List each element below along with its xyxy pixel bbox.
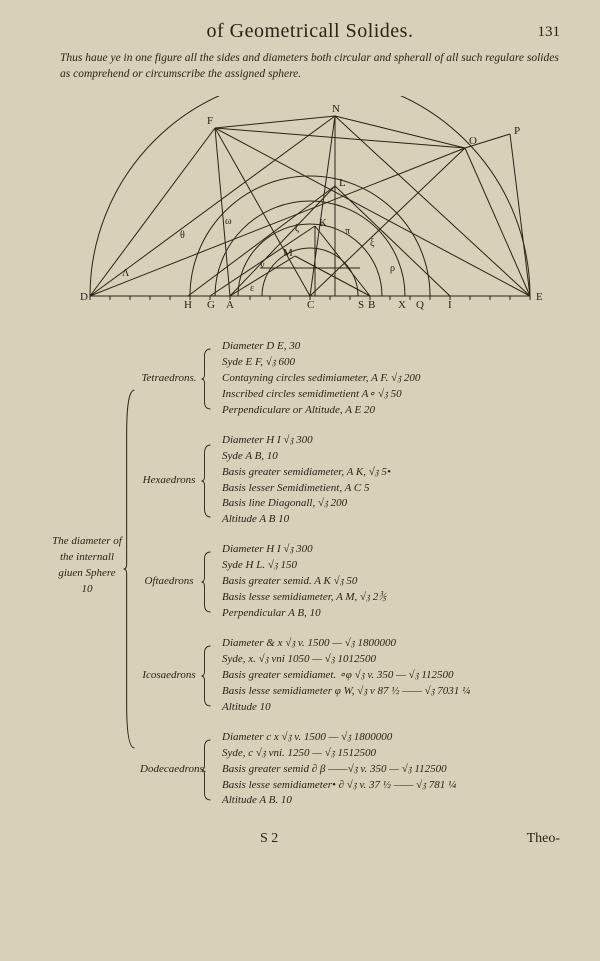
svg-text:ρ: ρ: [390, 263, 395, 274]
svg-text:L: L: [339, 177, 346, 189]
solid-property: Diameter H I √𝔷 300: [222, 433, 560, 449]
solid-group: Dodecaedrons.Diameter c x √𝔷 v. 1500 — √…: [150, 730, 560, 810]
solid-property: Diameter H I √𝔷 300: [222, 542, 560, 558]
svg-text:X: X: [398, 299, 406, 311]
solid-property: Perpendiculare or Altitude, A E 20: [222, 403, 560, 419]
svg-text:A: A: [226, 299, 234, 311]
solid-property: Basis greater semidiamet. ∘φ √𝔷 v. 350 —…: [222, 668, 560, 684]
solid-property: Altitude A B. 10: [222, 793, 560, 809]
solids-table: The diameter of the internall giuen Sphe…: [60, 339, 560, 809]
svg-text:E: E: [536, 291, 543, 303]
solid-group: OftaedronsDiameter H I √𝔷 300Syde H L. √…: [150, 542, 560, 622]
svg-text:K: K: [319, 217, 327, 229]
solid-name: Tetraedrons.: [140, 371, 198, 387]
solid-property: Basis line Diagonall, √𝔷 200: [222, 496, 560, 512]
root-brace-icon: [122, 339, 136, 799]
catchword: Theo-: [527, 831, 560, 847]
solid-property: Altitude A B 10: [222, 512, 560, 528]
brace-icon: [200, 730, 212, 810]
svg-text:ω: ω: [225, 216, 232, 227]
page-number: 131: [538, 24, 561, 41]
page-title: of Geometricall Solides.: [207, 20, 414, 43]
svg-text:H: H: [184, 299, 192, 311]
svg-text:ξ: ξ: [370, 238, 375, 249]
svg-text:F: F: [207, 115, 213, 127]
solid-property: Basis lesse semidiameter φ W, √𝔷 v 87 ½ …: [222, 684, 560, 700]
brace-icon: [200, 339, 212, 419]
solid-property: Perpendicular A B, 10: [222, 606, 560, 622]
svg-text:I: I: [448, 299, 452, 311]
geometric-diagram: D E C A B H G S XQ I F N O P L K M Λθ ω ε ν ζ π ξ ρ: [60, 96, 560, 321]
brace-icon: [200, 636, 212, 716]
solid-property: Syde A B, 10: [222, 449, 560, 465]
solid-property: Basis greater semid. A K √𝔷 50: [222, 574, 560, 590]
svg-text:ε: ε: [250, 283, 254, 294]
svg-text:M: M: [283, 247, 293, 259]
solid-property: Basis lesse semidiameter, A M, √𝔷 2⅗: [222, 590, 560, 606]
svg-text:θ: θ: [180, 230, 185, 241]
solid-property: Syde H L. √𝔷 150: [222, 558, 560, 574]
brace-icon: [200, 542, 212, 622]
svg-text:C: C: [307, 299, 314, 311]
svg-text:Q: Q: [416, 299, 424, 311]
solid-group: Tetraedrons.Diameter D E, 30Syde E F, √𝔷…: [150, 339, 560, 419]
svg-text:P: P: [514, 125, 520, 137]
signature-mark: S 2: [260, 831, 278, 847]
solid-property: Diameter c x √𝔷 v. 1500 — √𝔷 1800000: [222, 730, 560, 746]
solid-name: Hexaedrons: [140, 473, 198, 489]
solid-property: Syde, c √𝔷 vni. 1250 — √𝔷 1512500: [222, 746, 560, 762]
solid-property: Inscribed circles semidimetient A∘ √𝔷 50: [222, 387, 560, 403]
svg-text:S: S: [358, 299, 364, 311]
svg-text:D: D: [80, 291, 88, 303]
root-label: The diameter of the internall giuen Sphe…: [52, 534, 122, 598]
solid-property: Syde E F, √𝔷 600: [222, 355, 560, 371]
svg-text:ν: ν: [260, 260, 265, 271]
solid-group: HexaedronsDiameter H I √𝔷 300Syde A B, 1…: [150, 433, 560, 529]
svg-text:Λ: Λ: [122, 268, 130, 279]
solid-property: Diameter D E, 30: [222, 339, 560, 355]
solid-property: Contayning circles sedimiameter, A F. √𝔷…: [222, 371, 560, 387]
solid-name: Icosaedrons: [140, 668, 198, 684]
svg-text:ζ: ζ: [295, 223, 299, 234]
brace-icon: [200, 433, 212, 529]
solid-property: Basis greater semidiameter, A K, √𝔷 5•: [222, 465, 560, 481]
solid-property: Syde, x. √𝔷 vni 1050 — √𝔷 1012500: [222, 652, 560, 668]
solid-name: Dodecaedrons.: [140, 762, 198, 778]
solid-property: Altitude 10: [222, 700, 560, 716]
figure-caption: Thus haue ye in one figure all the sides…: [60, 51, 560, 82]
svg-text:O: O: [469, 135, 477, 147]
solid-property: Diameter & x √𝔷 v. 1500 — √𝔷 1800000: [222, 636, 560, 652]
svg-text:B: B: [368, 299, 375, 311]
solid-property: Basis greater semid ∂ β ——√𝔷 v. 350 — √𝔷…: [222, 762, 560, 778]
svg-text:π: π: [345, 226, 350, 237]
solid-name: Oftaedrons: [140, 574, 198, 590]
solid-group: IcosaedronsDiameter & x √𝔷 v. 1500 — √𝔷 …: [150, 636, 560, 716]
solid-property: Basis lesser Semidimetient, A C 5: [222, 481, 560, 497]
solid-property: Basis lesse semidiameter• ∂ √𝔷 v. 37 ½ —…: [222, 778, 560, 794]
svg-text:G: G: [207, 299, 215, 311]
svg-text:N: N: [332, 103, 340, 115]
